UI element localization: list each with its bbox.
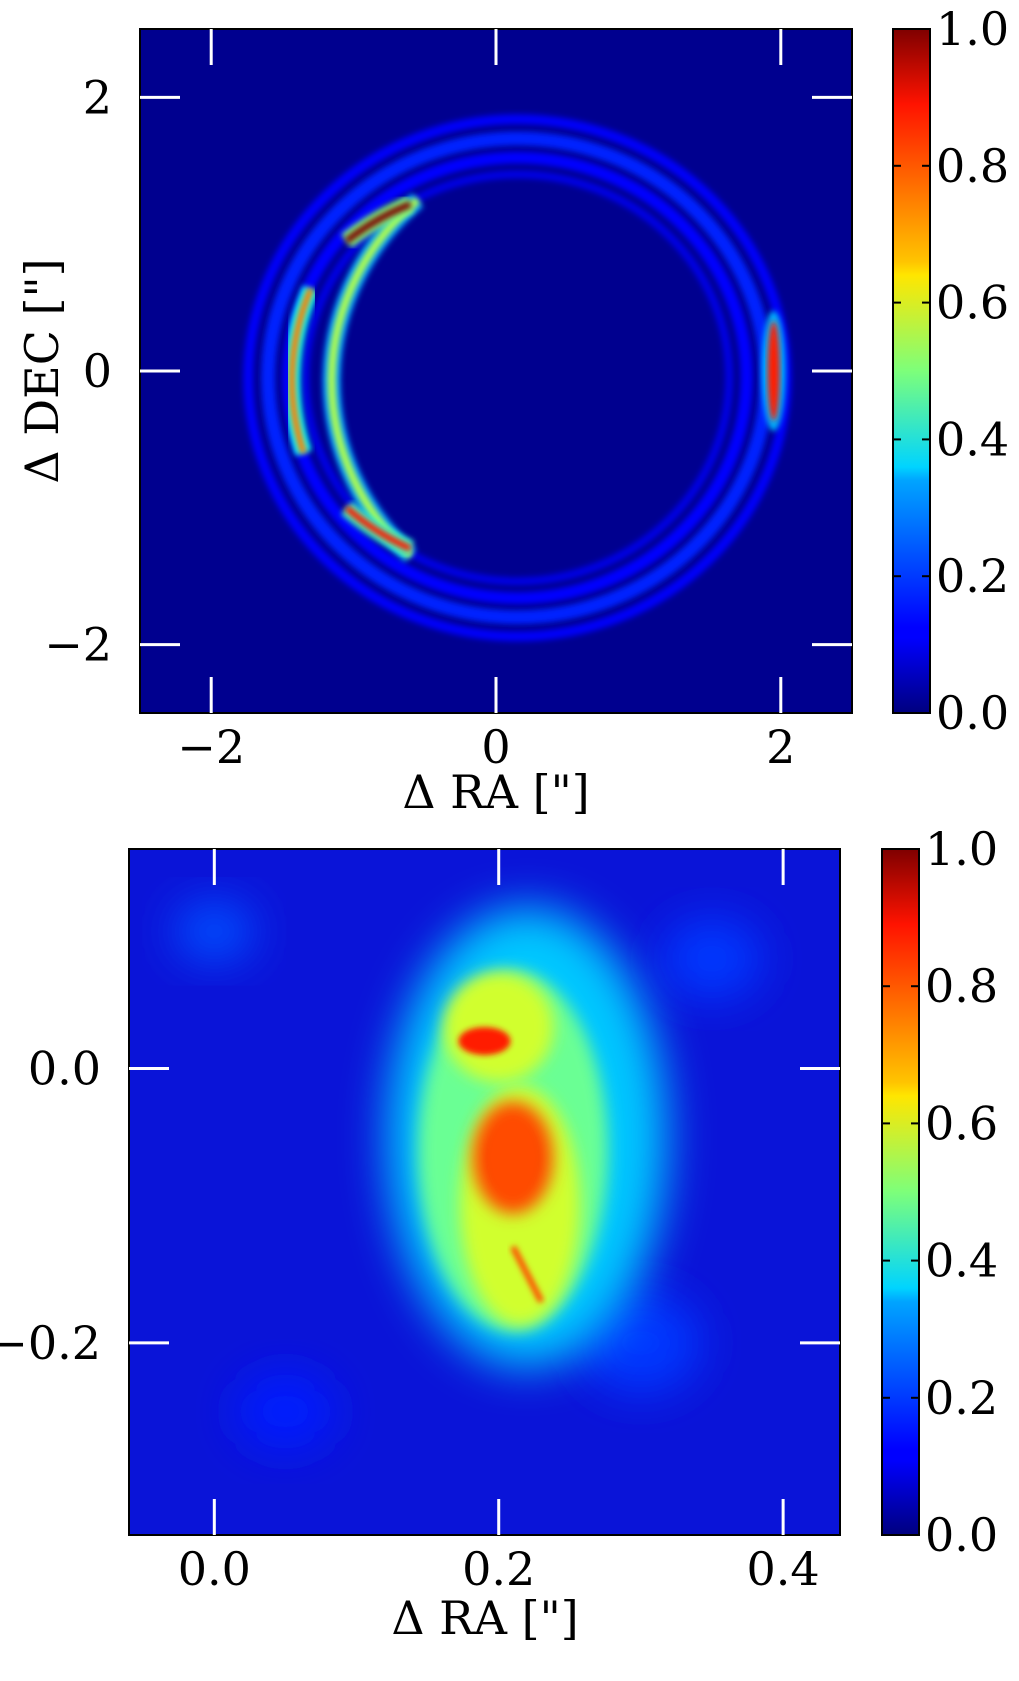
west-arc-core [288, 287, 315, 455]
x-tick-label: 0 [481, 720, 510, 774]
y-tick-label: 0 [83, 344, 112, 398]
x-tick-label: −2 [177, 720, 245, 774]
bottom-heatmap-panel: 0.0 0.2 0.4 0.0 −0.2 Δ RA ["] [0, 848, 841, 1645]
northwest-arc-core [344, 200, 412, 244]
x-tick-label: 0.2 [462, 1542, 535, 1596]
top-tick-marks [140, 29, 852, 713]
east-arc-core [767, 321, 780, 421]
y-tick-label: 2 [83, 70, 112, 124]
top-ring-image [243, 114, 792, 642]
top-y-axis-label: Δ DEC ["] [15, 258, 69, 483]
top-x-axis-label: Δ RA ["] [402, 765, 589, 819]
colorbar-tick-label: 0.2 [925, 1371, 998, 1425]
bottom-colorbar-frame [881, 848, 920, 1536]
colorbar-tick-label: 0.4 [925, 1234, 998, 1288]
top-heatmap-panel: −2 0 2 −2 0 2 Δ RA ["] Δ DEC ["] [15, 28, 853, 819]
colorbar-tick-label: 0.8 [925, 959, 998, 1013]
x-tick-label: 2 [766, 720, 795, 774]
colorbar-tick-label: 0.8 [936, 139, 1009, 193]
bottom-x-axis-label: Δ RA ["] [391, 1591, 578, 1645]
y-tick-label: −2 [44, 618, 112, 672]
upper-peak [458, 1027, 511, 1056]
diffuse-blob [662, 918, 763, 999]
upper-glow [443, 972, 554, 1083]
tail-streak [510, 1245, 545, 1304]
colorbar-tick-label: 0.6 [936, 276, 1009, 330]
x-tick-label: 0.0 [178, 1542, 251, 1596]
colorbar-tick-label: 0.6 [925, 1096, 998, 1150]
colorbar-tick-label: 1.0 [925, 822, 998, 876]
bottom-plot-frame [128, 848, 841, 1536]
y-tick-label: 0.0 [28, 1042, 101, 1096]
colorbar-tick-label: 0.0 [936, 686, 1009, 740]
colorbar-tick-label: 0.0 [925, 1508, 998, 1562]
top-colorbar-frame [892, 28, 931, 714]
diffuse-blob [174, 901, 255, 962]
colorbar-tick-label: 0.2 [936, 549, 1009, 603]
y-tick-label: −0.2 [0, 1316, 101, 1370]
bottom-colorbar-ticks: 0.0 0.2 0.4 0.6 0.8 1.0 [882, 822, 998, 1562]
top-y-tick-labels: −2 0 2 [44, 70, 112, 671]
bottom-y-tick-labels: 0.0 −0.2 [0, 1042, 101, 1370]
ring-band [301, 170, 734, 586]
top-x-tick-labels: −2 0 2 [177, 720, 795, 774]
colorbar-tick-label: 1.0 [936, 2, 1009, 56]
diffuse-blob [235, 1371, 336, 1452]
top-colorbar: 0.0 0.2 0.4 0.6 0.8 1.0 [892, 2, 1009, 740]
bottom-colorbar-gradient [882, 849, 919, 1535]
x-tick-label: 0.4 [747, 1542, 820, 1596]
colorbar-tick-label: 0.4 [936, 412, 1009, 466]
ring-band [243, 114, 792, 642]
bottom-colorbar: 0.0 0.2 0.4 0.6 0.8 1.0 [881, 822, 998, 1562]
top-colorbar-gradient [893, 29, 930, 713]
top-colorbar-ticks: 0.0 0.2 0.4 0.6 0.8 1.0 [893, 2, 1009, 740]
southwest-arc-core [344, 505, 412, 553]
lower-peak-halo [472, 1101, 553, 1214]
bottom-x-tick-labels: 0.0 0.2 0.4 [178, 1542, 820, 1596]
west-arc [327, 196, 421, 559]
bottom-zoom-image [174, 901, 763, 1452]
bottom-tick-marks [129, 849, 840, 1535]
